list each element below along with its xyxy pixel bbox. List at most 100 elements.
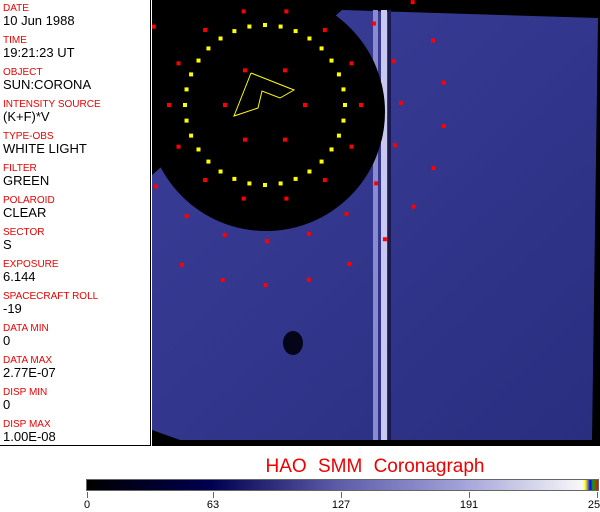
grid-dot bbox=[374, 181, 379, 186]
grid-dot bbox=[184, 214, 189, 219]
limb-dot bbox=[183, 103, 187, 107]
grid-dot bbox=[220, 277, 225, 282]
grid-dot bbox=[303, 103, 307, 107]
limb-dot bbox=[319, 46, 324, 51]
field-value: (K+F)*V bbox=[3, 109, 50, 124]
pylon-bright bbox=[381, 10, 387, 440]
grid-dot bbox=[243, 137, 247, 142]
colorbar-tick bbox=[87, 492, 88, 498]
field-label: OBJECT bbox=[3, 67, 43, 78]
header-info-panel: DATE 10 Jun 1988 TIME 19:21:23 UT OBJECT SUN:… bbox=[0, 0, 151, 446]
limb-dot bbox=[293, 29, 298, 34]
field-value: -19 bbox=[3, 301, 22, 316]
grid-dot bbox=[359, 103, 363, 107]
grid-dot bbox=[283, 137, 287, 142]
grid-dot bbox=[410, 0, 415, 5]
colorbar-tick-label: 127 bbox=[331, 499, 351, 511]
grid-dot bbox=[222, 232, 227, 237]
colorbar bbox=[86, 479, 599, 491]
field-value: 10 Jun 1988 bbox=[3, 13, 75, 28]
limb-dot bbox=[329, 58, 334, 63]
colorbar-tick-label: 255 bbox=[587, 499, 600, 511]
field-value: 6.144 bbox=[3, 269, 36, 284]
limb-dot bbox=[218, 36, 223, 41]
grid-dot bbox=[431, 166, 436, 171]
colorbar-tick-label: 63 bbox=[206, 499, 220, 511]
grid-dot bbox=[391, 59, 396, 64]
limb-dot bbox=[247, 181, 252, 186]
grid-dot bbox=[322, 178, 327, 183]
grid-dot bbox=[263, 282, 268, 287]
field-value: CLEAR bbox=[3, 205, 47, 220]
limb-dot bbox=[319, 159, 324, 164]
limb-dot bbox=[189, 72, 194, 77]
grid-dot bbox=[241, 9, 246, 14]
occulting-disk bbox=[152, 0, 385, 231]
colorbar-tick bbox=[341, 492, 342, 498]
grid-dot bbox=[411, 204, 416, 209]
limb-dot bbox=[184, 87, 189, 92]
limb-dot bbox=[341, 87, 346, 92]
field-value: WHITE LIGHT bbox=[3, 141, 87, 156]
grid-dot bbox=[306, 231, 311, 236]
field-value: 2.77E-07 bbox=[3, 365, 56, 380]
colorbar-tick bbox=[597, 492, 598, 498]
field-value: 0 bbox=[3, 397, 11, 412]
limb-dot bbox=[218, 169, 223, 174]
limb-dot bbox=[307, 36, 312, 41]
grid-dot bbox=[154, 184, 159, 189]
limb-dot bbox=[263, 183, 267, 187]
grid-dot bbox=[344, 211, 349, 216]
limb-dot bbox=[307, 169, 312, 174]
colorbar-tick-label: 191 bbox=[459, 499, 479, 511]
colorbar-tick bbox=[213, 492, 214, 498]
field-label: INTENSITY SOURCE bbox=[3, 99, 101, 110]
limb-dot bbox=[343, 103, 347, 107]
field-label: FILTER bbox=[3, 163, 37, 174]
field-value: S bbox=[3, 237, 12, 252]
limb-dot bbox=[184, 118, 189, 123]
grid-dot bbox=[284, 9, 289, 14]
field-label: TYPE-OBS bbox=[3, 131, 54, 142]
limb-dot bbox=[336, 133, 341, 138]
limb-dot bbox=[329, 147, 334, 152]
limb-marker bbox=[233, 72, 296, 117]
grid-dot bbox=[241, 196, 246, 201]
limb-dot bbox=[189, 133, 194, 138]
field-label: SPACECRAFT ROLL bbox=[3, 291, 99, 302]
limb-dot bbox=[336, 72, 341, 77]
grid-dot bbox=[167, 103, 171, 107]
limb-dot bbox=[196, 58, 201, 63]
grid-dot bbox=[382, 237, 387, 242]
grid-dot bbox=[243, 68, 247, 73]
colorbar-tick bbox=[469, 492, 470, 498]
grid-dot bbox=[284, 196, 289, 201]
grid-dot bbox=[398, 101, 403, 106]
limb-dot bbox=[232, 29, 237, 34]
grid-dot bbox=[264, 238, 269, 243]
coronagraph-image bbox=[152, 0, 600, 446]
limb-dot bbox=[247, 24, 252, 29]
field-label: DATA MIN bbox=[3, 323, 49, 334]
field-value: 0 bbox=[3, 333, 11, 348]
field-value: GREEN bbox=[3, 173, 50, 188]
grid-dot bbox=[349, 61, 354, 66]
limb-dot bbox=[206, 46, 211, 51]
field-label: DATA MAX bbox=[3, 355, 53, 366]
grid-dot bbox=[152, 24, 156, 29]
limb-dot bbox=[341, 118, 346, 123]
grid-dot bbox=[322, 27, 327, 32]
grid-dot bbox=[203, 178, 208, 183]
grid-dot bbox=[176, 61, 181, 66]
grid-dot bbox=[223, 103, 227, 107]
dark-spot bbox=[283, 331, 303, 355]
image-title: HAO SMM Coronagraph bbox=[265, 456, 485, 477]
grid-dot bbox=[180, 262, 185, 267]
field-value: 19:21:23 UT bbox=[3, 45, 75, 60]
grid-dot bbox=[349, 144, 354, 149]
limb-dot bbox=[232, 176, 237, 181]
grid-dot bbox=[306, 277, 311, 282]
grid-dot bbox=[176, 144, 181, 149]
grid-dot bbox=[441, 80, 446, 85]
limb-dot bbox=[263, 23, 267, 27]
